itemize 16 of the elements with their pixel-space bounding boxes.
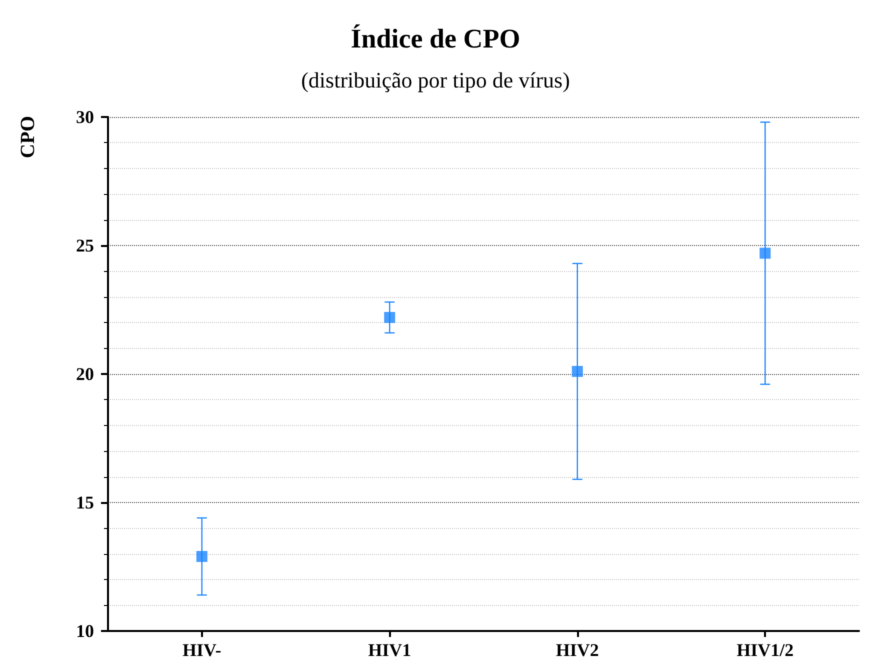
y-axis-title: CPO [17,116,39,158]
point [572,366,583,377]
y-tick-label: 20 [76,364,94,384]
y-tick-label: 15 [76,492,94,512]
x-tick-label: HIV2 [556,640,599,660]
chart-subtitle: (distribuição por tipo de vírus) [301,68,570,92]
y-tick-label: 10 [76,621,94,641]
x-tick-label: HIV1 [368,640,412,660]
x-tick-label: HIV1/2 [736,640,794,660]
point [196,550,208,562]
chart-title: Índice de CPO [350,24,520,54]
point [760,248,771,259]
y-tick-label: 25 [76,236,94,256]
y-tick-label: 30 [76,107,94,127]
x-tick-label: HIV- [182,640,222,660]
point [384,312,396,323]
